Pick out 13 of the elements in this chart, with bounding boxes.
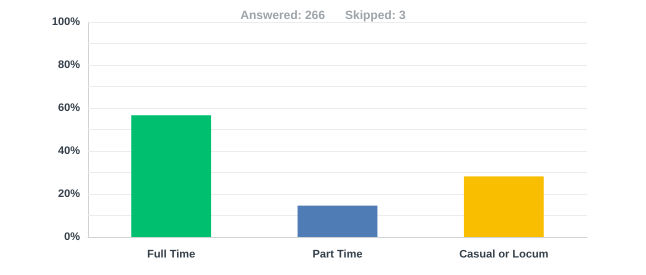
chart-title: Answered: 266 Skipped: 3 [240,8,406,22]
y-tick-label: 20% [58,188,80,200]
y-tick-label: 0% [64,231,80,243]
x-tick-label: Casual or Locum [459,248,549,260]
x-tick-label: Full Time [147,248,196,260]
y-tick-label: 80% [58,59,80,71]
bar [464,176,544,237]
x-tick-label: Part Time [312,248,362,260]
bar [298,206,378,237]
y-tick-label: 40% [58,145,80,157]
bar [131,115,212,237]
y-tick-label: 100% [52,16,80,28]
y-tick-label: 60% [58,102,80,114]
